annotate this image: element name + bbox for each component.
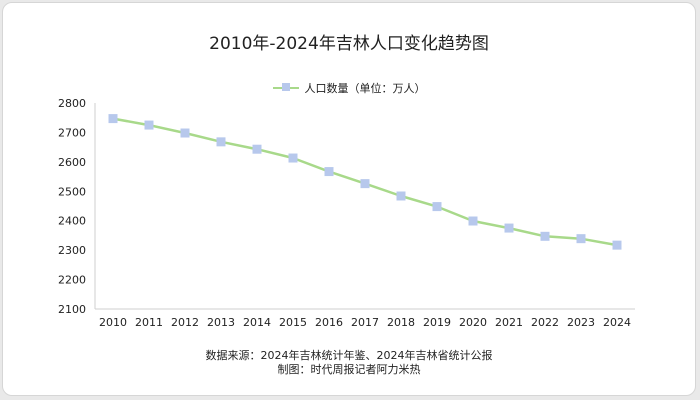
x-tick-label: 2015 [279,316,307,329]
x-tick-label: 2010 [99,316,127,329]
data-point [216,137,226,147]
y-tick-label: 2400 [58,215,86,228]
data-point [288,153,298,163]
data-point [576,234,586,244]
y-tick-label: 2100 [58,303,86,316]
y-tick-label: 2500 [58,185,86,198]
data-point [540,231,550,241]
x-tick-label: 2013 [207,316,235,329]
data-point [432,202,442,212]
x-tick-label: 2023 [567,316,595,329]
data-point [108,114,118,124]
x-tick-label: 2022 [531,316,559,329]
x-tick-label: 2017 [351,316,379,329]
series [108,114,622,250]
y-tick-labels: 2100 2200 2300 2400 2500 2600 2700 2800 [58,97,86,316]
x-tick-label: 2021 [495,316,523,329]
x-tick-labels: 2010 2011 2012 2013 2014 2015 2016 2017 2018 2019… [99,316,631,329]
chart-card: 2010年-2024年吉林人口变化趋势图 人口数量（单位：万人） 2100 220… [2,2,696,396]
x-tick-label: 2020 [459,316,487,329]
legend-label: 人口数量（单位：万人） [304,82,426,95]
data-point [324,167,334,177]
footer: 数据来源：2024年吉林统计年鉴、2024年吉林省统计公报 制图：时代周报记者阿… [3,349,695,377]
y-tick-label: 2700 [58,126,86,139]
y-tick-label: 2800 [58,97,86,110]
y-tick-label: 2600 [58,156,86,169]
legend-swatch [272,83,299,93]
x-tick-label: 2019 [423,316,451,329]
x-tick-label: 2024 [603,316,631,329]
axes [94,103,635,310]
data-point [360,179,370,189]
x-tick-label: 2012 [171,316,199,329]
data-point [396,191,406,201]
x-tick-label: 2016 [315,316,343,329]
x-tick-label: 2018 [387,316,415,329]
data-point [612,240,622,250]
data-point [252,144,262,154]
y-tick-label: 2200 [58,274,86,287]
legend: 人口数量（单位：万人） [3,80,695,96]
x-tick-label: 2011 [135,316,163,329]
source-note: 数据来源：2024年吉林统计年鉴、2024年吉林省统计公报 [205,349,493,362]
data-point [180,128,190,138]
data-point [504,223,514,233]
data-point [144,120,154,130]
x-tick-label: 2014 [243,316,271,329]
y-tick-label: 2300 [58,244,86,257]
data-point [468,216,478,226]
chart-title: 2010年-2024年吉林人口变化趋势图 [209,34,489,54]
credit-note: 制图：时代周报记者阿力米热 [277,363,421,376]
